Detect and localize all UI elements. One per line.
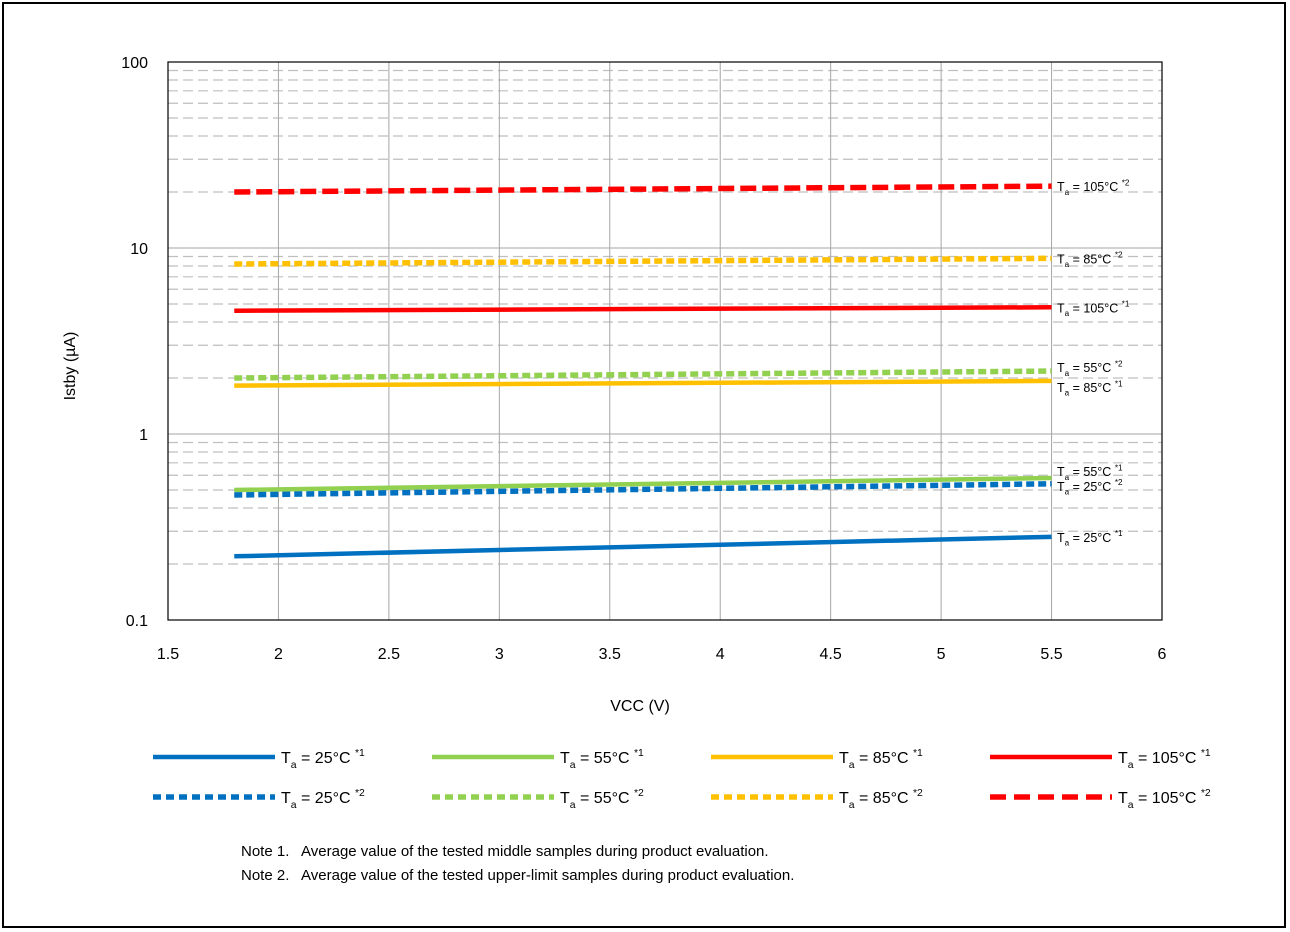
series-end-label: Ta = 105°C *2 bbox=[1057, 179, 1130, 197]
x-tick-label: 2 bbox=[274, 646, 283, 663]
legend-label: Ta = 105°C *1 bbox=[1118, 748, 1211, 771]
x-tick-label: 1.5 bbox=[157, 646, 179, 663]
series-lines bbox=[234, 183, 1052, 559]
x-tick-label: 3 bbox=[495, 646, 504, 663]
series-line bbox=[234, 475, 1052, 493]
series-line bbox=[234, 368, 1052, 381]
y-tick-label: 10 bbox=[130, 241, 148, 258]
legend-label: Ta = 55°C *1 bbox=[560, 748, 644, 771]
series-end-label: Ta = 25°C *1 bbox=[1057, 529, 1123, 547]
series-end-label: Ta = 55°C *2 bbox=[1057, 359, 1123, 377]
series-line bbox=[234, 183, 1052, 195]
x-tick-label: 5.5 bbox=[1040, 646, 1062, 663]
note-1: Note 1. Average value of the tested midd… bbox=[241, 843, 769, 860]
series-end-label: Ta = 55°C *1 bbox=[1057, 463, 1123, 481]
x-tick-label: 2.5 bbox=[378, 646, 400, 663]
plot-area-border bbox=[167, 61, 1163, 621]
series-line bbox=[234, 481, 1052, 498]
legend-label: Ta = 85°C *1 bbox=[839, 748, 923, 771]
series-line bbox=[234, 255, 1052, 267]
legend-label: Ta = 25°C *1 bbox=[281, 748, 365, 771]
series-end-label: Ta = 25°C *2 bbox=[1057, 478, 1123, 496]
x-tick-labels: 1.5 2 2.5 3 3.5 4 4.5 5 5.5 6 bbox=[157, 646, 1167, 663]
series-end-labels: Ta = 25°C *1 Ta = 55°C *1 Ta = 85°C *1 Ta =… bbox=[1057, 179, 1130, 548]
y-axis-label: Istby (µA) bbox=[62, 332, 79, 401]
series-end-label: Ta = 85°C *1 bbox=[1057, 379, 1123, 397]
series-line bbox=[234, 378, 1052, 388]
y-tick-label: 100 bbox=[121, 55, 148, 72]
x-tick-label: 6 bbox=[1158, 646, 1167, 663]
y-tick-label: 0.1 bbox=[126, 613, 148, 630]
legend-label: Ta = 105°C *2 bbox=[1118, 788, 1211, 811]
x-tick-label: 4 bbox=[716, 646, 725, 663]
legend: Ta = 25°C *1 Ta = 55°C *1 Ta = 85°C *1 Ta =… bbox=[153, 748, 1211, 811]
legend-label: Ta = 55°C *2 bbox=[560, 788, 644, 811]
series-end-label: Ta = 105°C *1 bbox=[1057, 300, 1130, 318]
x-tick-label: 3.5 bbox=[599, 646, 621, 663]
series-end-label: Ta = 85°C *2 bbox=[1057, 251, 1123, 269]
x-tick-label: 4.5 bbox=[820, 646, 842, 663]
x-axis-label: VCC (V) bbox=[610, 698, 670, 715]
legend-label: Ta = 25°C *2 bbox=[281, 788, 365, 811]
y-tick-labels: 0.1 1 10 100 bbox=[121, 55, 148, 630]
series-line bbox=[234, 534, 1052, 559]
note-2: Note 2. Average value of the tested uppe… bbox=[241, 867, 795, 884]
legend-label: Ta = 85°C *2 bbox=[839, 788, 923, 811]
x-tick-label: 5 bbox=[937, 646, 946, 663]
y-tick-label: 1 bbox=[139, 427, 148, 444]
series-line bbox=[234, 305, 1052, 313]
